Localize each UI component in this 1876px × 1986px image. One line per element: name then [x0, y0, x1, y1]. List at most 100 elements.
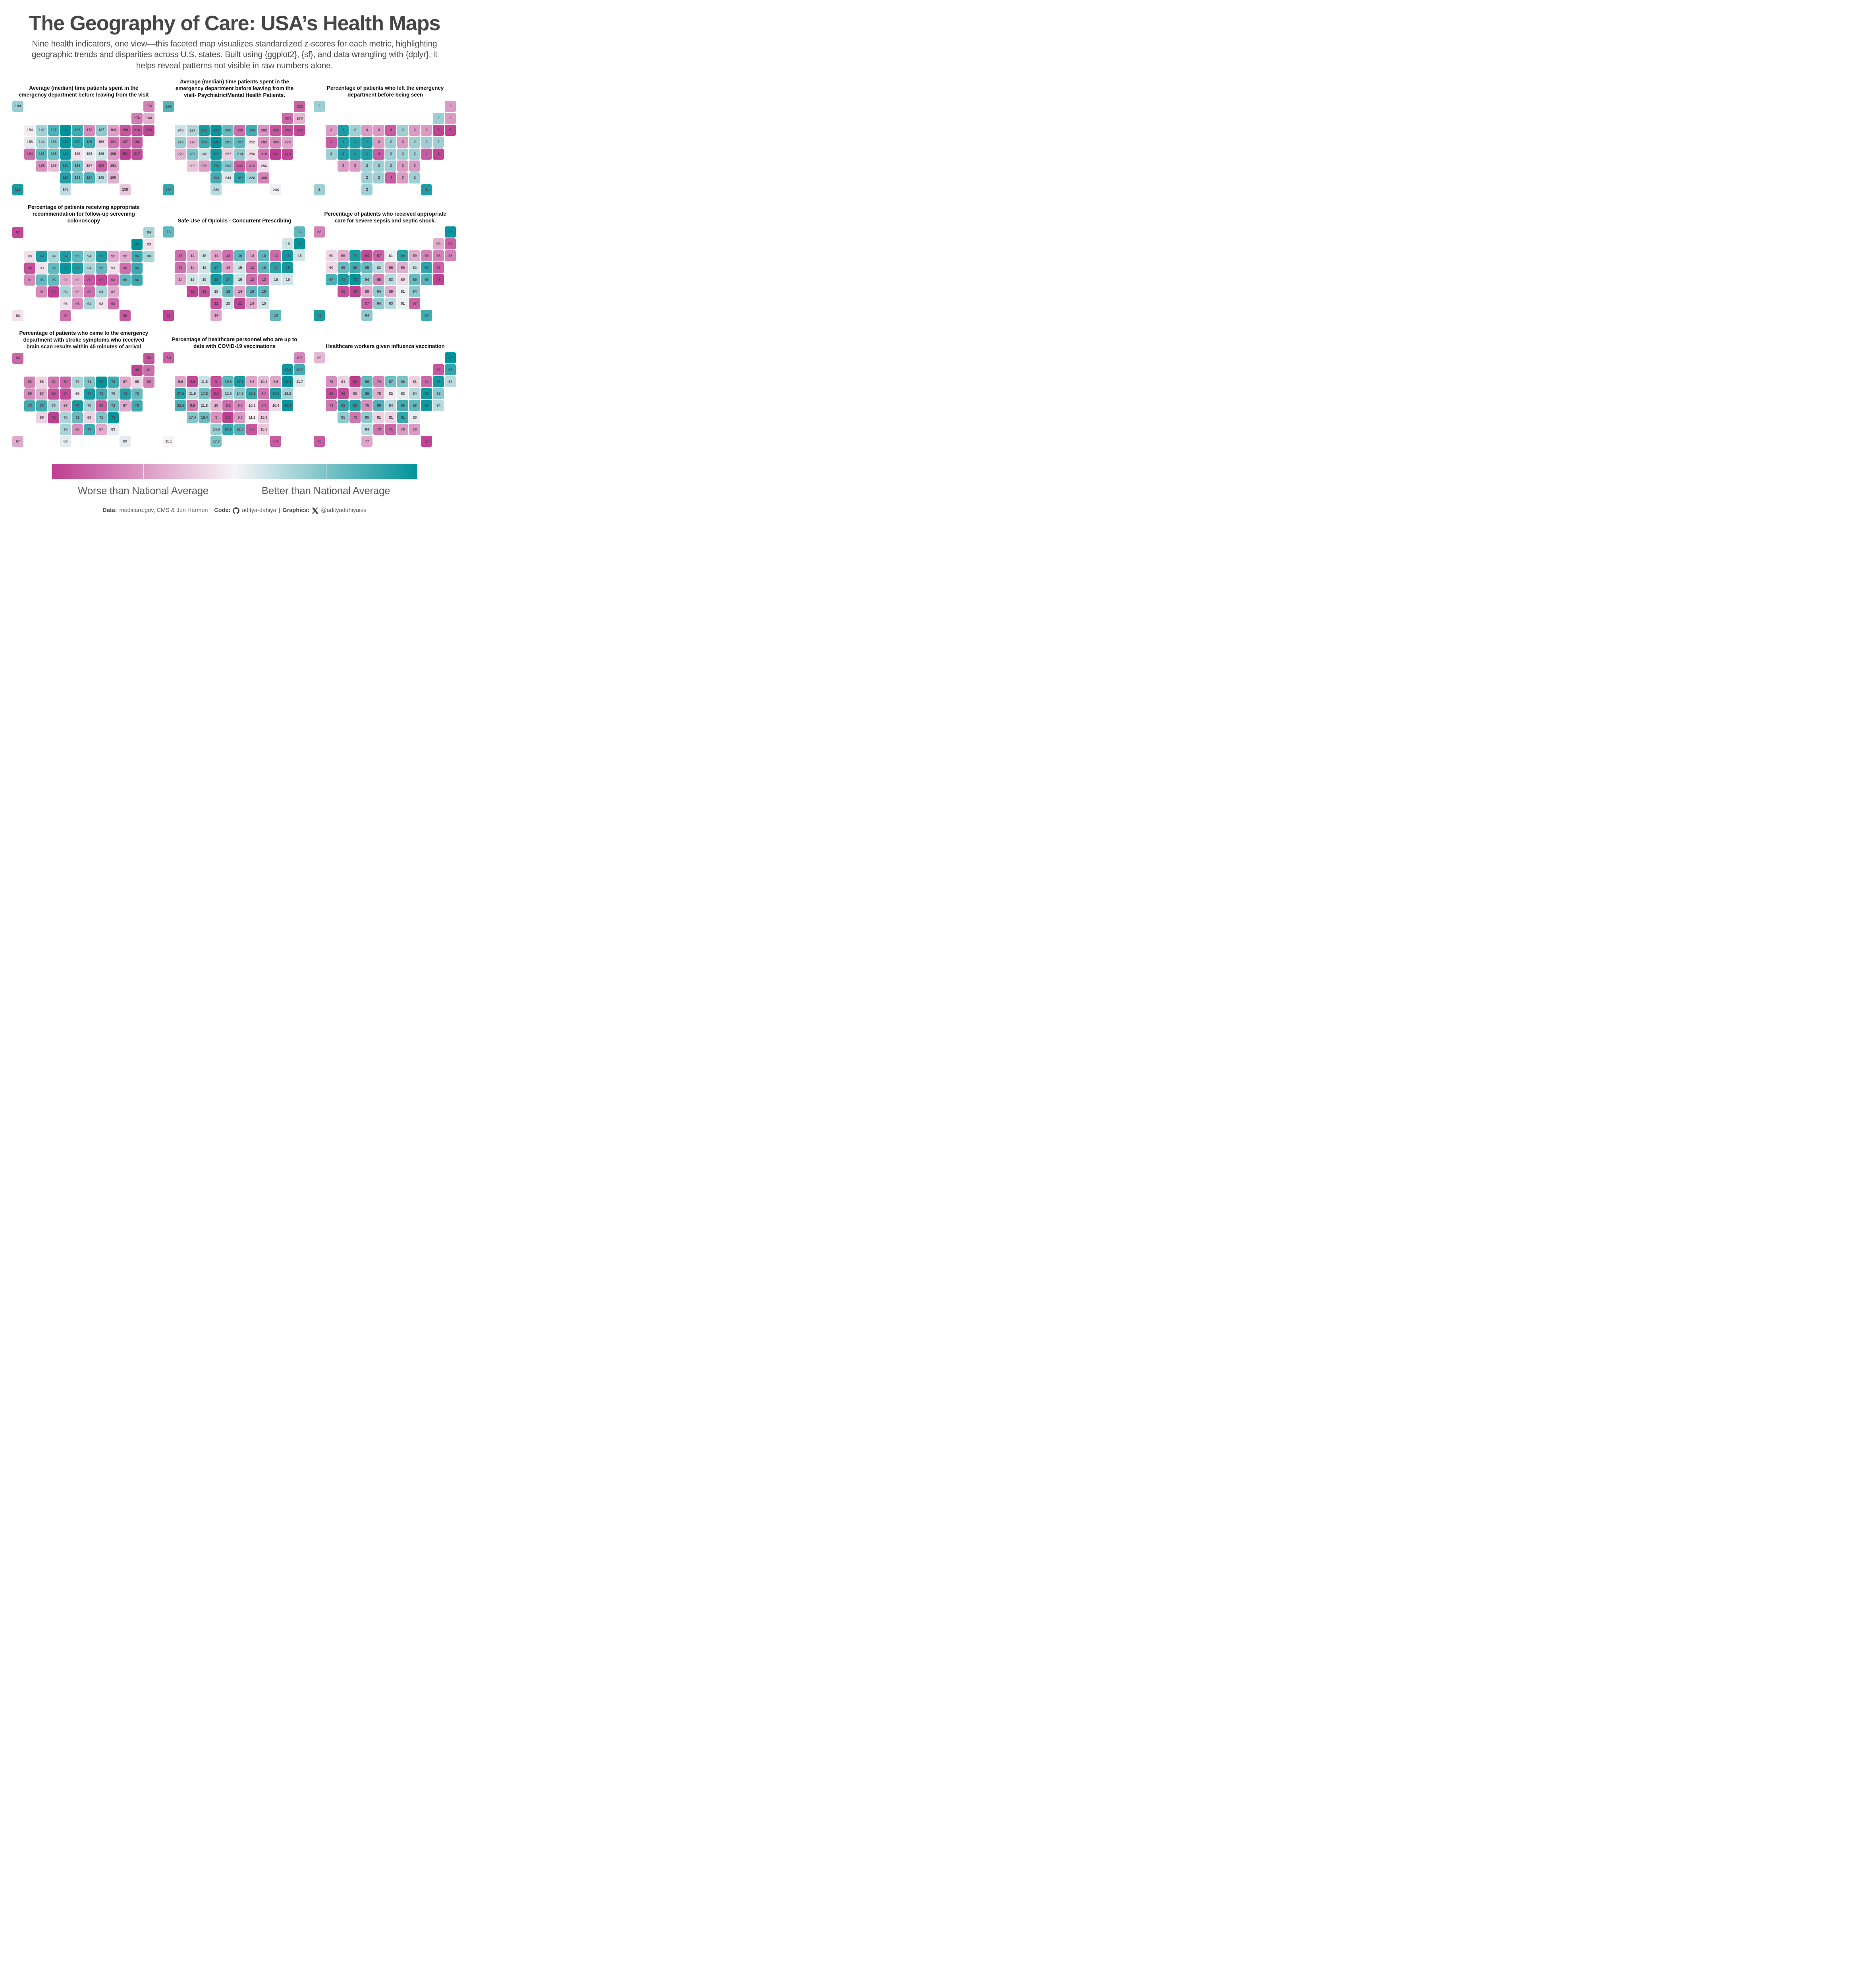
state-tile-IN: 77	[83, 388, 95, 400]
state-tile-MA: 18	[282, 250, 293, 262]
state-tile-LA: 66	[71, 424, 83, 435]
state-tile-ID: 142	[36, 124, 47, 136]
state-tile-RI: 5	[445, 124, 456, 136]
state-tile-GA: 308	[258, 172, 270, 184]
state-tile-WI: 137	[95, 124, 107, 136]
state-tile-WA: 13	[175, 250, 186, 262]
state-tile-MI: 10.2	[258, 376, 270, 387]
state-tile-NV: 144	[36, 136, 47, 148]
state-tile-NH: 57	[445, 238, 456, 250]
state-tile-NV: 67	[36, 388, 47, 400]
state-tile-NV: 93	[36, 263, 47, 274]
state-tile-OH: 59	[397, 262, 409, 274]
state-tile-VT: 324	[282, 113, 293, 124]
state-tile-KY: 70	[83, 400, 95, 411]
state-tile-FL: 16	[270, 310, 282, 321]
map-facet: Healthcare workers given influenza vacci…	[312, 330, 459, 450]
state-tile-GA: 10.3	[258, 424, 270, 435]
facet-title: Percentage of patients who left the emer…	[327, 85, 444, 98]
state-tile-MN: 19.8	[222, 376, 234, 387]
state-tile-MD: 10.4	[270, 400, 282, 411]
state-tile-KY: 214	[234, 149, 246, 160]
footer-graphics-label: Graphics:	[282, 507, 310, 514]
state-tile-AR: 72	[71, 412, 83, 423]
state-tile-DE: 73	[131, 400, 143, 411]
state-tile-MN: 74	[373, 376, 385, 387]
state-tile-WY: 194	[199, 137, 210, 148]
state-tile-ND: 3	[361, 124, 373, 136]
x-twitter-icon	[312, 507, 319, 514]
state-tile-OH: 95	[95, 263, 107, 274]
state-tile-HI: 11	[163, 310, 174, 321]
state-tile-ME: 326	[294, 101, 305, 112]
state-tile-GA: 2	[409, 172, 421, 184]
color-legend: Worse than National Average Better than …	[52, 464, 417, 497]
state-tile-AR: 2.7	[222, 412, 234, 423]
state-tile-NM: 41	[48, 412, 59, 423]
map-facet: Percentage of patients receiving appropr…	[10, 204, 157, 325]
footer-code-label: Code:	[214, 507, 231, 514]
state-tile-AL: 76	[397, 424, 409, 435]
state-tile-KY: 153	[83, 148, 95, 160]
state-tile-TN: 157	[83, 160, 95, 172]
state-tile-TN: 2	[385, 160, 397, 172]
state-tile-NY: 199	[119, 124, 131, 136]
legend-labels: Worse than National Average Better than …	[52, 485, 417, 497]
map-facet: Safe Use of Opioids - Concurrent Prescri…	[161, 204, 308, 325]
state-tile-MO: 17	[222, 274, 234, 286]
state-tile-GA: 69	[107, 424, 119, 435]
state-tile-ME: 72	[445, 226, 456, 238]
state-tile-WV: 10.9	[246, 400, 258, 411]
state-tile-KS: 120	[60, 160, 71, 172]
map-facet: Percentage of healthcare personnel who a…	[161, 330, 308, 450]
facet-title: Percentage of patients who received appr…	[324, 211, 446, 224]
state-tile-WY: 17.8	[199, 388, 210, 399]
state-tile-LA: 73	[373, 424, 385, 435]
state-tile-VT: 59	[433, 238, 444, 250]
state-tile-MO: 4	[373, 148, 385, 160]
us-tile-map: 60 67 72 68 73 70 72 73 69 69 67 69 68 71 77 70 70 66 68 67…	[11, 352, 156, 450]
facet-grid: Average (median) time patients spent in …	[10, 79, 459, 450]
state-tile-CA: 73	[24, 400, 35, 411]
state-tile-TN: 68	[83, 412, 95, 423]
state-tile-MS: 73	[83, 424, 95, 435]
state-tile-IL: 16	[234, 250, 246, 262]
state-tile-NH: 22.7	[294, 364, 305, 375]
state-tile-ND: 147	[210, 125, 222, 136]
infographic-page: The Geography of Care: USA’s Health Maps…	[0, 0, 469, 586]
map-facet: Average (median) time patients spent in …	[161, 79, 308, 199]
state-tile-CT: 96	[131, 263, 143, 274]
state-tile-CO: 92	[349, 400, 361, 411]
state-tile-WA: 75	[326, 376, 337, 387]
state-tile-AL: 61	[397, 298, 409, 309]
state-tile-NJ: 17	[270, 262, 282, 274]
footer-data-value: medicare.gov, CMS & Jon Harmon	[119, 507, 208, 514]
state-tile-AL: 5.9	[246, 424, 258, 435]
us-tile-map: 80 76 81 85 73 92 85 84 60 76 70 78 81 87 82 85 84 73 93 93…	[313, 352, 458, 450]
state-tile-MT: 94	[48, 251, 59, 262]
state-tile-WI: 69	[397, 250, 409, 262]
us-tile-map: 58 61 64 55 67 73 57 48 68 57 71 63 59 61 59 59 63 64 58 66…	[313, 226, 458, 324]
state-tile-NC: 61	[397, 286, 409, 298]
state-tile-WI: 97	[95, 251, 107, 262]
state-tile-NH: 61	[143, 364, 154, 376]
state-tile-OH: 83	[397, 388, 409, 399]
state-tile-TN: 81	[385, 412, 397, 423]
state-tile-RI: 58	[445, 250, 456, 262]
state-tile-IL: 173	[83, 124, 95, 136]
state-tile-WV: 59	[95, 400, 107, 411]
state-tile-AZ: 68	[36, 412, 47, 423]
state-tile-AL: 14	[246, 298, 258, 309]
state-tile-SD: 113	[60, 136, 71, 148]
state-tile-NV: 11.9	[187, 388, 198, 399]
state-tile-UT: 8.6	[187, 400, 198, 411]
state-tile-MA: 349	[282, 125, 293, 136]
state-tile-NE: 18	[210, 274, 222, 286]
map-facet: Percentage of patients who left the emer…	[312, 79, 459, 199]
state-tile-KY: 84	[385, 400, 397, 411]
state-tile-IN: 15	[234, 262, 246, 274]
state-tile-MT: 127	[48, 124, 59, 136]
state-tile-ME: 96	[445, 352, 456, 363]
state-tile-OH: 73	[95, 388, 107, 400]
state-tile-UT: 1	[338, 148, 349, 160]
